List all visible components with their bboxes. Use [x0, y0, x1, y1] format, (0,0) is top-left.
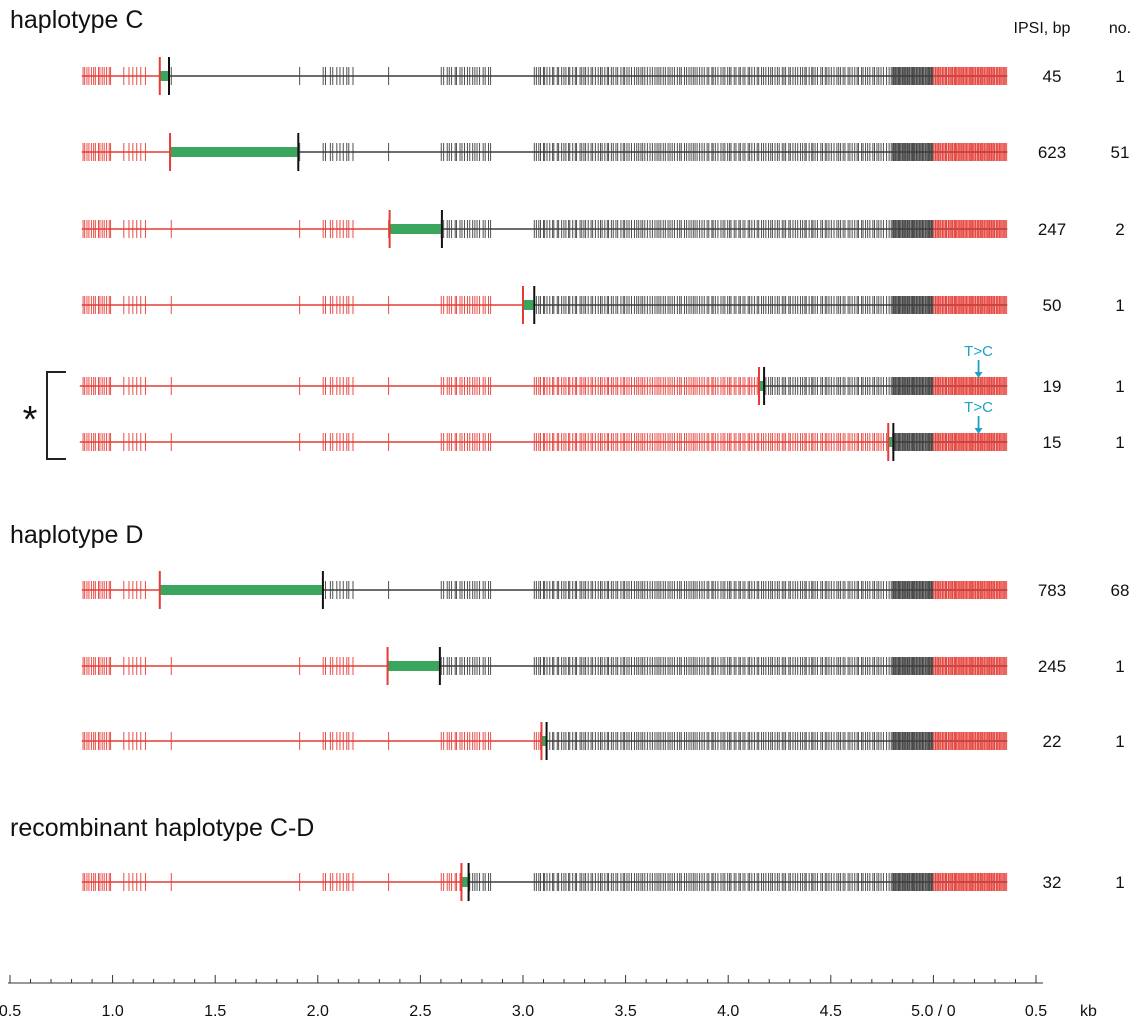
ipsi-bar: [541, 736, 546, 746]
ipsi-value: 783: [1038, 581, 1066, 600]
haplotype-count: 1: [1115, 296, 1124, 315]
ipsi-bar: [159, 71, 169, 81]
marker-ticks: [82, 143, 1008, 161]
axis-tick-label: 0.5: [0, 1003, 21, 1020]
ipsi-value: 19: [1043, 377, 1062, 396]
marker-ticks: [82, 67, 1008, 85]
mutation-label: T>C: [964, 399, 993, 416]
ipsi-value: 247: [1038, 220, 1066, 239]
haplotype-row: 45 1: [81, 57, 1125, 95]
haplotype-row: 22 1: [81, 722, 1125, 760]
ipsi-bar: [758, 381, 764, 391]
ipsi-column-header: IPSI, bp: [1014, 20, 1071, 37]
haplotype-count: 68: [1111, 581, 1130, 600]
group-title-recombinant: recombinant haplotype C-D: [10, 814, 314, 842]
haplotype-count: 1: [1115, 873, 1124, 892]
haplotype-row: 783 68: [81, 571, 1130, 609]
haplotype-row: 32 1: [81, 863, 1125, 901]
haplotype-count: 1: [1115, 433, 1124, 452]
haplotype-count: 51: [1111, 143, 1130, 162]
marker-ticks: [82, 581, 1008, 599]
marker-ticks: [82, 732, 1008, 750]
ipsi-bar: [389, 224, 441, 234]
marker-ticks: [82, 377, 1008, 395]
mutation-label: T>C: [964, 343, 993, 360]
ipsi-bar: [461, 877, 468, 887]
ipsi-value: 50: [1043, 296, 1062, 315]
bracket-asterisk: *: [23, 399, 38, 441]
axis-tick-label: 1.5: [204, 1003, 226, 1020]
group-title-haplotype-d: haplotype D: [10, 521, 143, 549]
axis-tick-label: 2.5: [409, 1003, 431, 1020]
haplotype-count: 1: [1115, 377, 1124, 396]
bracket: [46, 371, 66, 460]
axis-tick-label: 3.5: [614, 1003, 636, 1020]
mutation-arrowhead: [974, 372, 983, 378]
haplotype-count: 1: [1115, 657, 1124, 676]
marker-ticks: [82, 220, 1008, 238]
mutation-arrowhead: [974, 428, 983, 434]
ipsi-bar: [523, 300, 534, 310]
kb-axis: 0.5 1.0 1.5 2.0 2.5 3.0 3.5 4.0 4.5 5.0 / 0 0.5: [0, 975, 1047, 1020]
haplotype-row: T>C 19 1: [79, 343, 1125, 405]
haplotype-row: 247 2: [81, 210, 1125, 248]
ipsi-value: 623: [1038, 143, 1066, 162]
ipsi-bar: [159, 585, 322, 595]
haplotype-row: 245 1: [81, 647, 1125, 685]
marker-ticks: [82, 873, 1008, 891]
ipsi-value: 245: [1038, 657, 1066, 676]
count-column-header: no.: [1109, 20, 1131, 37]
ipsi-value: 15: [1043, 433, 1062, 452]
axis-tick-label: 2.0: [307, 1003, 329, 1020]
haplotype-count: 1: [1115, 67, 1124, 86]
axis-tick-label: 0.5: [1025, 1003, 1047, 1020]
haplotype-count: 2: [1115, 220, 1124, 239]
haplotype-row: 50 1: [81, 286, 1125, 324]
marker-ticks: [82, 657, 1008, 675]
ipsi-value: 32: [1043, 873, 1062, 892]
group-title-haplotype-c: haplotype C: [10, 6, 143, 34]
axis-tick-label: 4.5: [820, 1003, 842, 1020]
ipsi-bar: [387, 661, 439, 671]
marker-ticks: [82, 296, 1008, 314]
ipsi-bar: [888, 437, 893, 447]
axis-tick-label: 4.0: [717, 1003, 739, 1020]
axis-tick-label: 3.0: [512, 1003, 534, 1020]
haplotype-count: 1: [1115, 732, 1124, 751]
axis-unit-label: kb: [1080, 1003, 1097, 1020]
haplotype-row: 623 51: [81, 133, 1130, 171]
marker-ticks: [82, 433, 1008, 451]
haplotype-row: T>C 15 1: [79, 399, 1125, 461]
axis-tick-label: 1.0: [101, 1003, 123, 1020]
axis-tick-label: 5.0 / 0: [911, 1003, 956, 1020]
ipsi-value: 45: [1043, 67, 1062, 86]
ipsi-bar: [170, 147, 298, 157]
ipsi-value: 22: [1043, 732, 1062, 751]
